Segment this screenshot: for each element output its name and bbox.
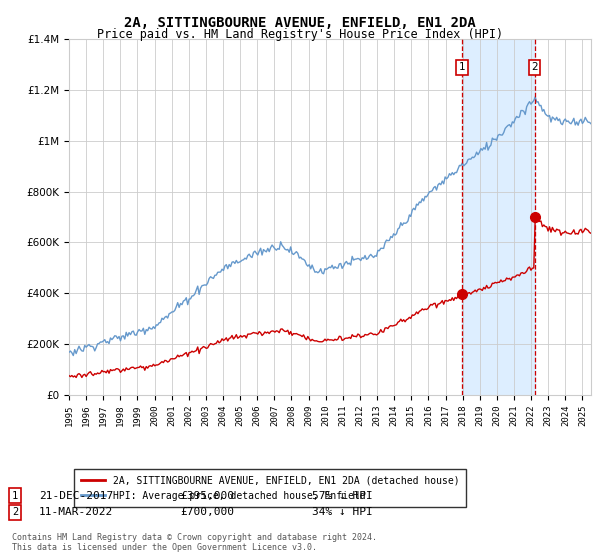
Text: Contains HM Land Registry data © Crown copyright and database right 2024.: Contains HM Land Registry data © Crown c… [12, 533, 377, 542]
Bar [462, 39, 535, 395]
Text: 2: 2 [12, 507, 18, 517]
Text: 57% ↓ HPI: 57% ↓ HPI [312, 491, 373, 501]
Legend: 2A, SITTINGBOURNE AVENUE, ENFIELD, EN1 2DA (detached house), HPI: Average price,: 2A, SITTINGBOURNE AVENUE, ENFIELD, EN1 2… [74, 469, 466, 507]
Text: 2A, SITTINGBOURNE AVENUE, ENFIELD, EN1 2DA: 2A, SITTINGBOURNE AVENUE, ENFIELD, EN1 2… [124, 16, 476, 30]
Text: £395,000: £395,000 [180, 491, 234, 501]
Text: 1: 1 [12, 491, 18, 501]
Text: 11-MAR-2022: 11-MAR-2022 [39, 507, 113, 517]
Text: £700,000: £700,000 [180, 507, 234, 517]
Text: 34% ↓ HPI: 34% ↓ HPI [312, 507, 373, 517]
Text: 2: 2 [531, 62, 538, 72]
Text: Price paid vs. HM Land Registry's House Price Index (HPI): Price paid vs. HM Land Registry's House … [97, 28, 503, 41]
Text: 21-DEC-2017: 21-DEC-2017 [39, 491, 113, 501]
Text: 1: 1 [459, 62, 466, 72]
Text: This data is licensed under the Open Government Licence v3.0.: This data is licensed under the Open Gov… [12, 543, 317, 552]
